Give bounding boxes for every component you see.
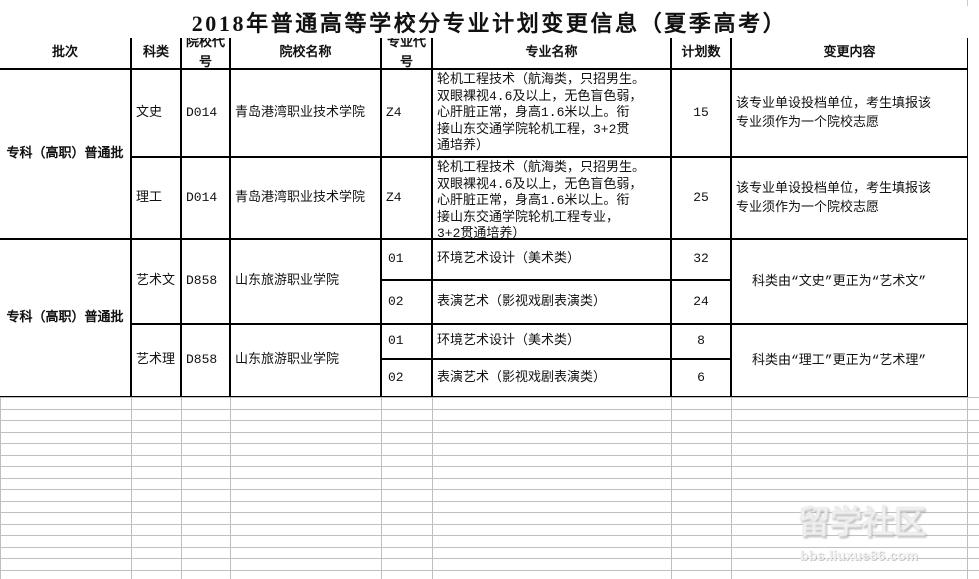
svg-text:留学社区: 留学社区 [798, 504, 926, 540]
